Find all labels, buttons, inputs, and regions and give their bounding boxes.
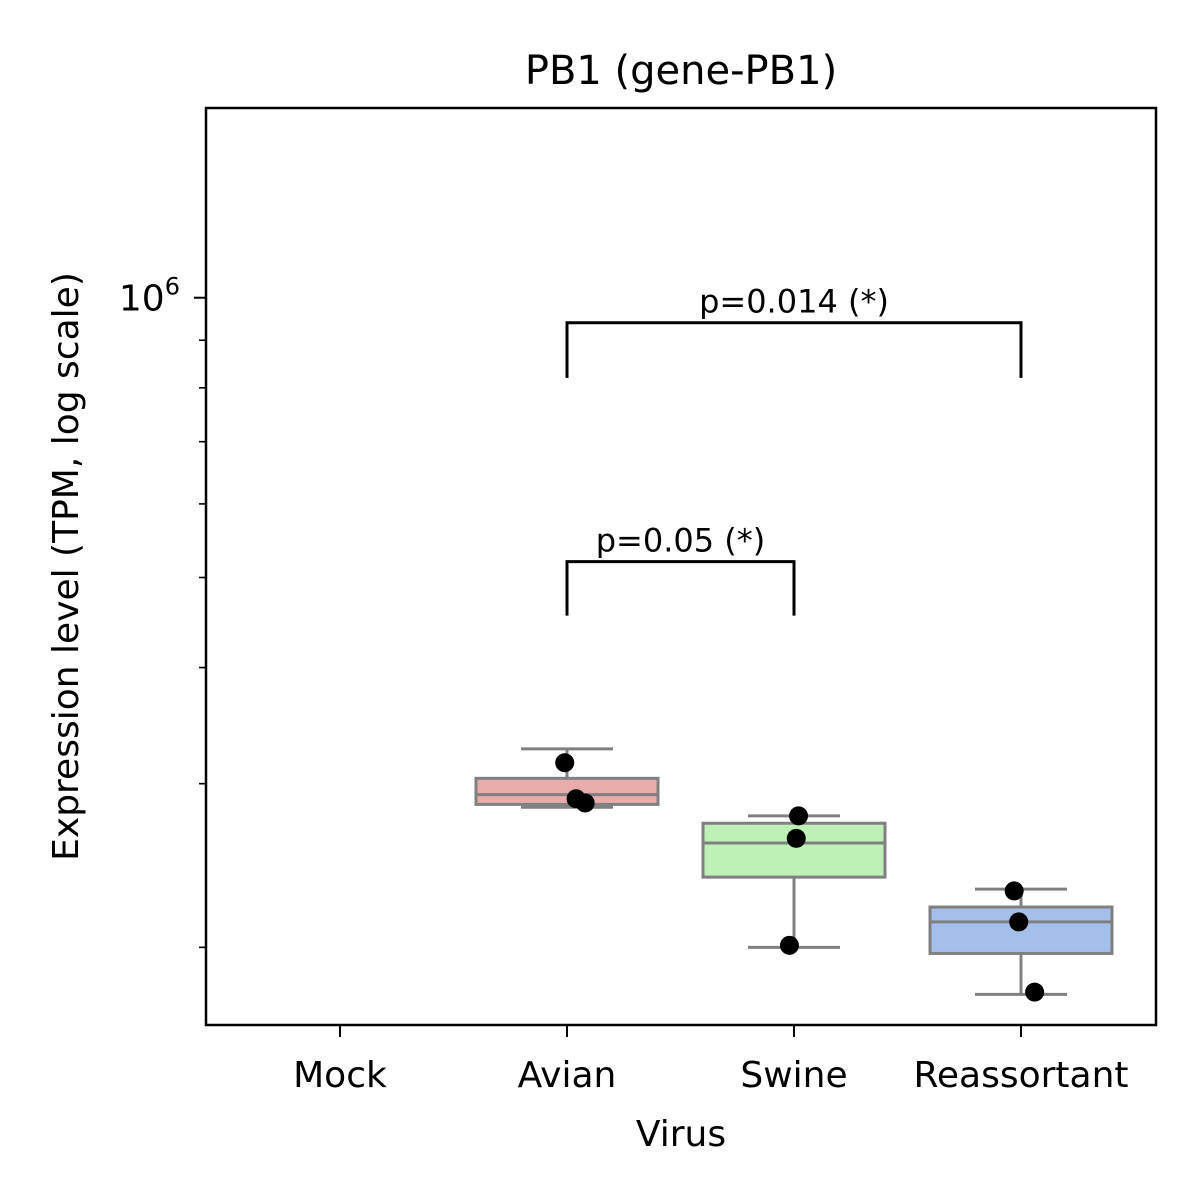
x-axis-label: Virus [636, 1114, 726, 1155]
x-tick-label: Reassortant [913, 1055, 1128, 1096]
plot-area: p=0.05 (*) p=0.014 (*) [474, 283, 1114, 1002]
data-point [575, 793, 595, 813]
data-point [1025, 982, 1045, 1002]
data-point [1004, 881, 1024, 901]
y-tick-label: 106 [119, 273, 180, 320]
chart-title: PB1 (gene-PB1) [525, 48, 837, 94]
bracket-line [565, 321, 1023, 378]
significance-bracket: p=0.014 (*) [565, 283, 1023, 378]
bracket-line [565, 560, 796, 616]
data-point [786, 828, 806, 848]
y-tick-base: 10 [119, 279, 165, 320]
data-point [1009, 912, 1029, 932]
data-point [779, 935, 799, 955]
box-reassortant [928, 887, 1114, 996]
significance-bracket: p=0.05 (*) [565, 522, 796, 616]
y-tick-exponent: 6 [165, 273, 180, 301]
x-tick-label: Avian [518, 1055, 617, 1096]
data-point [789, 806, 809, 826]
x-tick-label: Swine [740, 1055, 847, 1096]
x-tick-label: Mock [293, 1055, 387, 1096]
axes-frame [204, 106, 1158, 1027]
p-value-label: p=0.05 (*) [596, 522, 766, 560]
data-point [555, 753, 575, 773]
p-value-label: p=0.014 (*) [699, 283, 889, 321]
y-axis-label: Expression level (TPM, log scale) [46, 272, 87, 861]
